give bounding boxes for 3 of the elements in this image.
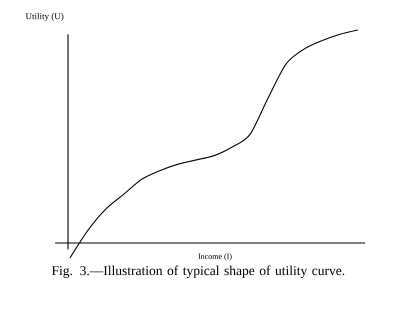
x-axis-title: Income (I) xyxy=(198,253,232,261)
caption: Fig. 3.—Illustration of typical shape of utility curve. xyxy=(52,266,344,278)
y-axis-title: Utility (U) xyxy=(26,12,64,22)
